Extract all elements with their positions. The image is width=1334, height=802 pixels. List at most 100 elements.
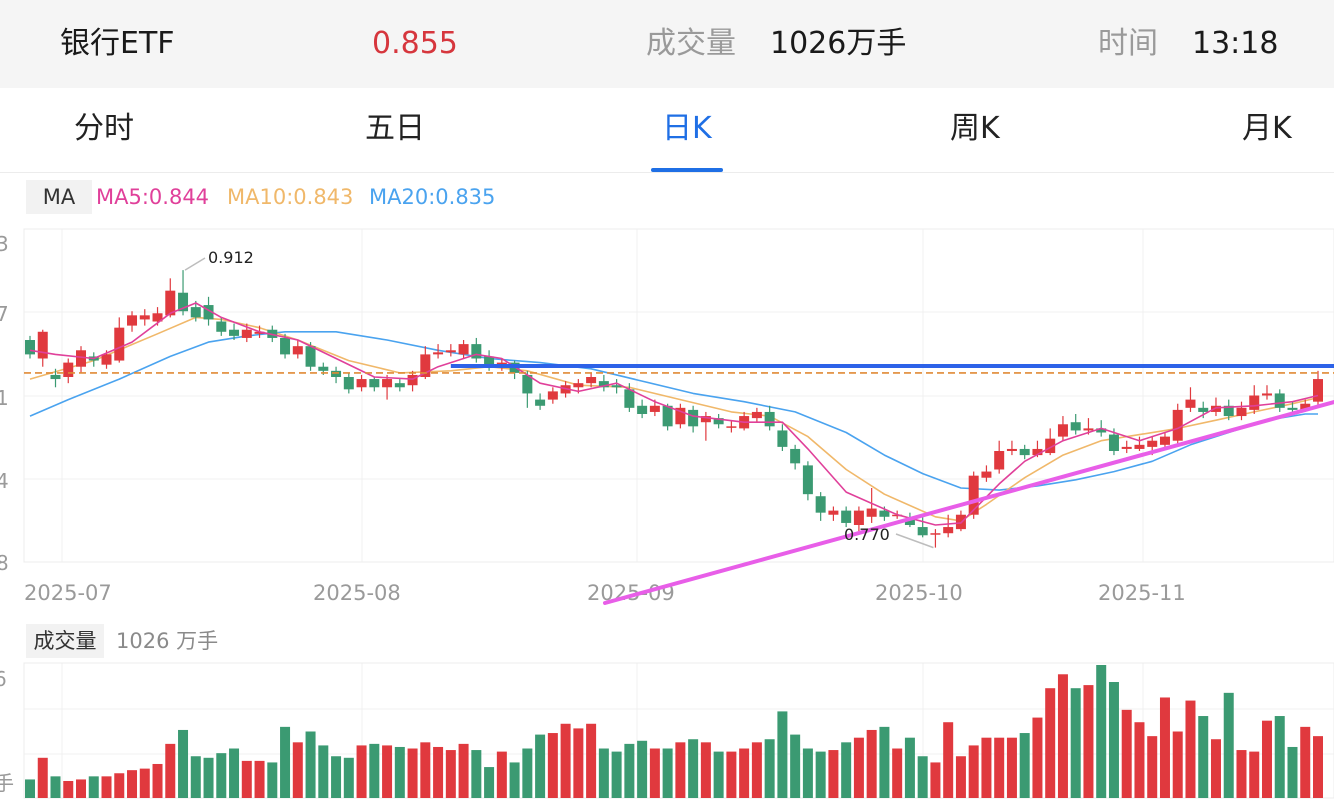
candle-body xyxy=(981,471,992,478)
candle-body xyxy=(394,383,405,388)
candlestick xyxy=(1185,387,1196,412)
volume-bar xyxy=(203,757,214,798)
date-axis-label: 2025-10 xyxy=(875,581,963,605)
candle-body xyxy=(1108,434,1119,451)
candle-body xyxy=(445,350,456,353)
low-annotation-leader xyxy=(895,533,934,549)
candlestick xyxy=(1121,440,1132,454)
candlestick xyxy=(1274,389,1285,412)
ma-indicator-button[interactable]: MA xyxy=(26,180,92,214)
volume-bar xyxy=(165,743,176,798)
volume-bar xyxy=(1185,700,1196,798)
candle-body xyxy=(1147,440,1158,447)
candle-body xyxy=(343,377,354,390)
candlestick xyxy=(522,370,533,408)
volume-bar xyxy=(509,762,520,798)
candle-body xyxy=(637,405,648,414)
candle-body xyxy=(1287,407,1298,410)
candlestick xyxy=(1313,370,1323,406)
volume-bar xyxy=(547,733,558,798)
candlestick xyxy=(815,492,826,521)
tab-weekly-k[interactable]: 周K xyxy=(950,111,1000,146)
time-value: 13:18 xyxy=(1192,26,1279,61)
candlestick xyxy=(1172,403,1183,445)
candle-body xyxy=(1261,393,1272,396)
candle-body xyxy=(624,389,635,408)
volume-bar xyxy=(1057,674,1068,798)
candlestick xyxy=(828,506,839,521)
volume-bar xyxy=(1274,716,1285,798)
tab-intraday[interactable]: 分时 xyxy=(74,111,134,146)
candle-body xyxy=(866,508,877,517)
candlestick xyxy=(675,403,686,429)
candle-body xyxy=(484,356,495,367)
candlestick xyxy=(1019,444,1030,460)
volume-indicator-button[interactable]: 成交量 xyxy=(26,624,104,658)
volume-bar xyxy=(280,726,291,798)
volume-bar xyxy=(1019,733,1030,798)
tab-daily-k[interactable]: 日K xyxy=(662,111,712,146)
candle-body xyxy=(662,405,673,427)
candlestick xyxy=(445,344,456,357)
date-axis-label: 2025-11 xyxy=(1098,581,1186,605)
volume-bar xyxy=(1223,692,1234,798)
candlestick xyxy=(866,488,877,523)
candlestick xyxy=(1134,436,1145,451)
volume-bar xyxy=(114,773,125,798)
candle-body xyxy=(178,292,189,312)
tab-monthly-k[interactable]: 月K xyxy=(1242,111,1292,146)
candlestick xyxy=(547,387,558,404)
candle-body xyxy=(50,374,61,380)
candle-body xyxy=(407,374,418,386)
candle-body xyxy=(930,533,941,535)
candlestick xyxy=(535,393,546,410)
candle-body xyxy=(25,340,35,355)
candle-body xyxy=(369,379,380,388)
candlestick xyxy=(458,340,469,359)
ma10-value: MA10:0.843 xyxy=(227,185,354,209)
volume-bar xyxy=(841,742,852,798)
volume-bar xyxy=(853,737,864,798)
candle-body xyxy=(254,331,265,334)
candle-body xyxy=(726,426,737,428)
volume-bar xyxy=(1287,746,1298,798)
ma5-value: MA5:0.844 xyxy=(96,185,210,209)
volume-bar xyxy=(777,711,788,798)
volume-bar xyxy=(394,746,405,798)
volume-bar xyxy=(700,742,711,798)
candle-body xyxy=(152,313,163,322)
volume-bar xyxy=(37,757,48,798)
volume-bar xyxy=(1083,685,1094,798)
candle-body xyxy=(1070,422,1081,431)
candle-body xyxy=(994,451,1005,470)
candle-body xyxy=(101,354,112,365)
volume-bar xyxy=(586,723,597,798)
candle-body xyxy=(458,344,469,355)
candle-body xyxy=(127,315,138,326)
candlestick xyxy=(25,335,35,359)
candlestick xyxy=(1210,397,1221,417)
volume-bar xyxy=(892,748,903,798)
volume-bar xyxy=(1070,688,1081,798)
volume-bar xyxy=(1261,720,1272,798)
period-tabs: 分时 五日 日K 周K 月K xyxy=(0,88,1334,173)
volume-value: 1026万手 xyxy=(770,26,907,61)
volume-bar xyxy=(50,776,61,798)
candle-body xyxy=(216,321,227,332)
tab-five-day[interactable]: 五日 xyxy=(365,111,425,146)
volume-bar xyxy=(968,745,979,798)
volume-bar xyxy=(190,756,201,798)
quote-header: 银行ETF 0.855 成交量 1026万手 时间 13:18 xyxy=(0,0,1334,88)
candlestick xyxy=(598,374,609,392)
candlestick xyxy=(1070,414,1081,435)
candlestick xyxy=(76,346,87,373)
volume-bar xyxy=(917,756,928,798)
volume-bar xyxy=(318,745,329,798)
candlestick xyxy=(394,379,405,392)
volume-bar xyxy=(1032,717,1043,798)
candlestick xyxy=(790,444,801,470)
candlestick xyxy=(114,317,125,363)
candlestick xyxy=(471,337,482,363)
candlestick xyxy=(713,414,724,429)
